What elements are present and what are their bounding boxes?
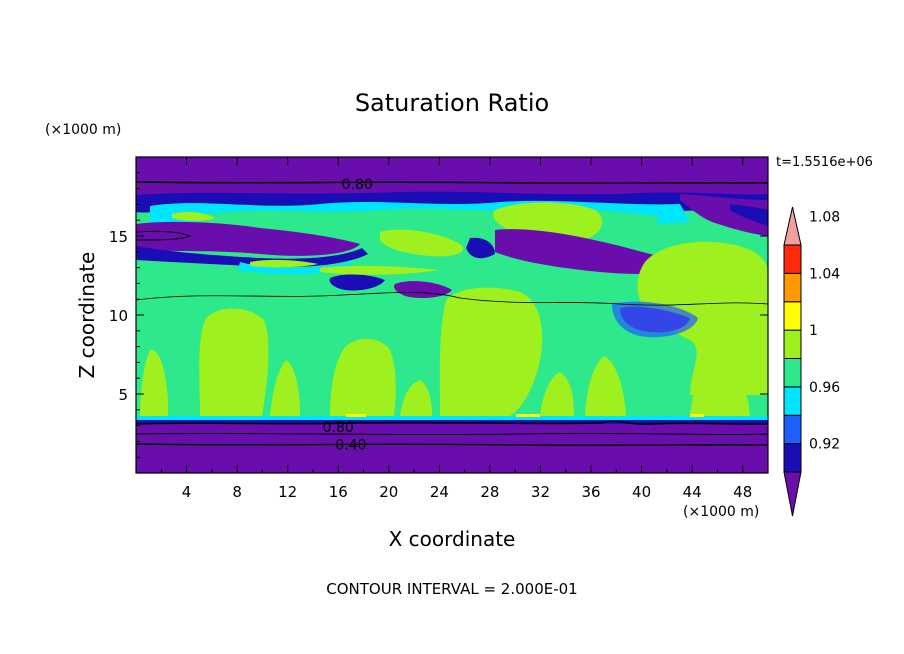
- lime-plume-5: [140, 349, 168, 416]
- y-tick-label: 5: [118, 386, 128, 404]
- upper-purple-band: [136, 157, 768, 195]
- x-axis-ticks: 4 8 12 16 20 24 28 32 36 40 44 48: [160, 157, 752, 501]
- x-tick-label: 20: [379, 483, 398, 501]
- x-tick-label: 24: [430, 483, 449, 501]
- colorbar-top-arrow: [783, 206, 802, 246]
- x-tick-label: 16: [329, 483, 348, 501]
- contour-upper-inner: [136, 230, 192, 241]
- colorbar-segment: [783, 414, 802, 445]
- lower-purple-band: [136, 424, 768, 473]
- colorbar-segment: [783, 358, 802, 388]
- lime-plume-4: [585, 356, 626, 416]
- x-tick-label: 12: [278, 483, 297, 501]
- y-axis-ticks: 5 10 15: [109, 172, 768, 458]
- x-tick-label: 36: [581, 483, 600, 501]
- colorbar-segment: [783, 272, 802, 303]
- y-tick-label: 10: [109, 307, 128, 325]
- colorbar-segment: [783, 301, 802, 331]
- lime-plume-9: [400, 380, 432, 416]
- time-label: t=1.5516e+06: [776, 155, 873, 170]
- contour-lower-040: [136, 443, 768, 446]
- colorbar-segment: [783, 244, 802, 274]
- contour-lower-mid: [136, 432, 768, 436]
- lime-streak-2: [320, 265, 440, 275]
- colorbar-label: 0.96: [809, 380, 840, 396]
- contour-upper-080: [136, 181, 768, 184]
- colorbar-label: 1.04: [809, 266, 840, 282]
- plot-field: [136, 157, 768, 473]
- contour-lower-080: [136, 420, 768, 426]
- x-axis-label: X coordinate: [389, 527, 516, 551]
- colorbar: 0.92 0.96 1 1.04 1.08: [783, 206, 840, 517]
- yellow-speckle-1: [346, 414, 366, 417]
- colorbar-segment: [783, 386, 802, 416]
- yellow-speckle-3: [690, 414, 704, 417]
- purple-corner-right: [680, 194, 768, 236]
- contour-interval-note: CONTOUR INTERVAL = 2.000E-01: [326, 580, 577, 598]
- x-tick-label: 40: [632, 483, 651, 501]
- blue-corner-right: [730, 204, 768, 226]
- lime-plume-8: [690, 362, 750, 416]
- colorbar-label: 1: [809, 323, 818, 339]
- yellow-speckle-2: [516, 414, 540, 417]
- colorbar-segment: [783, 443, 802, 473]
- y-unit-label: (×1000 m): [45, 122, 121, 138]
- contour-labels: 0.80 0.80 0.40: [323, 177, 373, 454]
- chart-title: Saturation Ratio: [355, 89, 549, 117]
- lime-plume-7: [540, 372, 574, 416]
- x-unit-label: (×1000 m): [683, 504, 759, 520]
- colorbar-bottom-arrow: [783, 471, 802, 517]
- lime-plume-6: [270, 360, 300, 416]
- contour-label: 0.80: [323, 420, 354, 436]
- contour-label: 0.40: [335, 438, 366, 454]
- lime-streak-1: [250, 259, 318, 268]
- x-tick-label: 28: [480, 483, 499, 501]
- contour-label: 0.80: [342, 177, 373, 193]
- x-tick-label: 48: [733, 483, 752, 501]
- blue-spot-mid: [329, 274, 385, 291]
- purple-tongue-left: [136, 221, 360, 256]
- lime-plume-3: [330, 338, 396, 416]
- lower-blue-line: [136, 420, 768, 424]
- y-tick-label: 15: [109, 228, 128, 246]
- upper-lime-blob-3: [172, 211, 215, 221]
- lime-region-right: [637, 241, 768, 395]
- colorbar-label: 1.08: [809, 210, 840, 226]
- y-axis-label: Z coordinate: [75, 252, 99, 379]
- lower-cyan-line: [136, 416, 768, 420]
- upper-lime-blob-2: [380, 229, 464, 257]
- lime-plume-2: [439, 287, 543, 416]
- blue-rim-left: [136, 246, 368, 267]
- blue-rim-right: [466, 237, 495, 259]
- lime-plume-1: [199, 308, 269, 416]
- x-tick-label: 4: [182, 483, 192, 501]
- x-tick-label: 44: [683, 483, 702, 501]
- blue-ring-right: [612, 301, 698, 338]
- colorbar-segment: [783, 329, 802, 359]
- colorbar-label: 0.92: [809, 437, 840, 453]
- x-tick-label: 8: [232, 483, 242, 501]
- contour-mid-wavy: [136, 291, 768, 306]
- x-tick-label: 32: [531, 483, 550, 501]
